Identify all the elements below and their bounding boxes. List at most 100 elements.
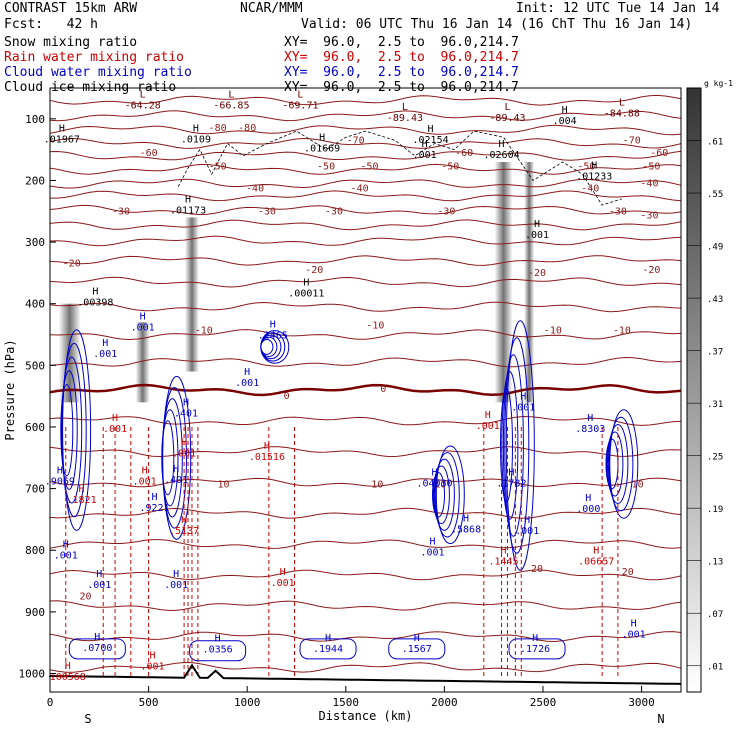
colorbar: .01 .07 .13 .19 .25 .31 .37 .43 .49 .55 .61 g kg-1 (686, 79, 733, 693)
extremum-marker: H (173, 464, 179, 475)
temperature-contour (49, 219, 682, 231)
x-tick-label: 1500 (333, 696, 360, 709)
extremum-marker: H (102, 338, 108, 349)
extremum-value: .9069 (45, 476, 75, 487)
extremum-value: .1944 (313, 644, 343, 655)
colorbar-tick-label: .25 (707, 453, 723, 463)
temperature-contour (49, 356, 682, 368)
extremum-marker: H (140, 311, 146, 322)
extremum-marker: H (92, 287, 98, 298)
cloud-water-contour (504, 337, 530, 554)
temperature-label: 0 (380, 384, 386, 395)
extremum-value: .401 (164, 475, 188, 486)
extremum-value: .0700 (82, 643, 112, 654)
extremum-value: .06657 (578, 557, 614, 568)
temperature-contour (49, 235, 682, 247)
geographic-outline (177, 130, 622, 206)
y-tick-label: 500 (25, 359, 45, 372)
colorbar-tick-label: .19 (707, 505, 723, 515)
snow-shade-column (184, 217, 199, 372)
temperature-label: 0 (284, 391, 290, 402)
extremum-marker: H (65, 661, 71, 672)
temperature-label: 10 (434, 479, 446, 490)
y-tick-label: 900 (25, 606, 45, 619)
temperature-contour (49, 204, 682, 216)
north-label: N (657, 712, 664, 726)
x-tick-label: 0 (47, 696, 54, 709)
legend-snow-xy: XY= 96.0, 2.5 to 96.0,214.7 (284, 35, 519, 50)
temperature-label: 10 (632, 479, 644, 490)
temperature-label: -10 (366, 320, 384, 331)
snow-shade-column (524, 161, 535, 403)
temperature-label: -70 (347, 135, 365, 146)
colorbar-ramp (686, 87, 702, 693)
temperature-label: 20 (622, 567, 634, 578)
x-tick-label: 500 (139, 696, 159, 709)
extremum-marker: L (504, 102, 510, 113)
snow-shade-column (135, 322, 150, 403)
extremum-value: .00398 (77, 298, 113, 309)
colorbar-tick-label: .07 (707, 610, 723, 620)
colorbar-tick-label: .01 (707, 663, 723, 673)
extremum-marker: H (428, 124, 434, 135)
extremum-marker: L (140, 89, 146, 100)
temperature-label: -40 (640, 179, 658, 190)
extremum-value: .02154 (413, 135, 449, 146)
y-tick-label: 1000 (19, 668, 46, 681)
extremum-value: .401 (174, 409, 198, 420)
temperature-contour (49, 539, 682, 549)
extremum-value: .2465 (258, 330, 288, 341)
extremum-marker: H (593, 546, 599, 557)
extremum-value: .001 (164, 580, 188, 591)
extremum-value: .001 (93, 349, 117, 360)
valid-time: Valid: 06 UTC Thu 16 Jan 14 (16 ChT Thu … (301, 17, 693, 32)
temperature-contour (49, 383, 682, 397)
temperature-label: -40 (581, 184, 599, 195)
colorbar-unit: g kg-1 (704, 79, 733, 88)
legend-cloud-water-xy: XY= 96.0, 2.5 to 96.0,214.7 (284, 65, 519, 80)
temperature-label: -50 (441, 161, 459, 172)
extremum-marker: H (430, 536, 436, 547)
temperature-contour (49, 276, 682, 288)
extremum-marker: H (215, 634, 221, 645)
extremum-marker: H (183, 398, 189, 409)
temperature-label: -50 (577, 161, 595, 172)
terrain-line (49, 663, 682, 685)
cloud-water-contour (505, 320, 535, 571)
mixing-ratio-contours (60, 130, 639, 677)
temperature-label: -10 (195, 325, 213, 336)
model-title: CONTRAST 15km ARW (4, 1, 138, 16)
temperature-contour (49, 150, 682, 161)
organization: NCAR/MMM (240, 1, 303, 16)
temperature-label: 10 (371, 479, 383, 490)
extremum-marker: H (631, 618, 637, 629)
legend-cloud-water: Cloud water mixing ratio (4, 65, 192, 80)
temperature-contour (49, 124, 682, 136)
cloud-water-contour (433, 458, 455, 531)
temperature-label: -20 (305, 265, 323, 276)
temperature-label: -30 (112, 206, 130, 217)
extremum-marker: H (79, 484, 85, 495)
extremum-marker: H (173, 569, 179, 580)
extremum-value: .1567 (402, 644, 432, 655)
cloud-water-contour (299, 638, 357, 660)
extremum-value: .5868 (451, 525, 481, 536)
extremum-marker: H (57, 465, 63, 476)
temperature-contour (49, 477, 682, 488)
temperature-contour (49, 329, 682, 341)
extremum-marker: H (508, 467, 514, 478)
temperature-label: 20 (79, 592, 91, 603)
extremum-marker: H (534, 219, 540, 230)
temperature-label: -30 (325, 206, 343, 217)
extremum-marker: H (193, 123, 199, 134)
temperature-label: -30 (258, 206, 276, 217)
temperature-label: -60 (455, 148, 473, 159)
cloud-water-contour (606, 431, 624, 497)
extremum-value: .01967 (44, 134, 80, 145)
extremum-value: -64.28 (125, 100, 161, 111)
extremum-value: .001 (87, 580, 111, 591)
extremum-marker: H (142, 465, 148, 476)
x-tick-label: 2500 (530, 696, 557, 709)
extremum-value: .001 (515, 526, 539, 537)
